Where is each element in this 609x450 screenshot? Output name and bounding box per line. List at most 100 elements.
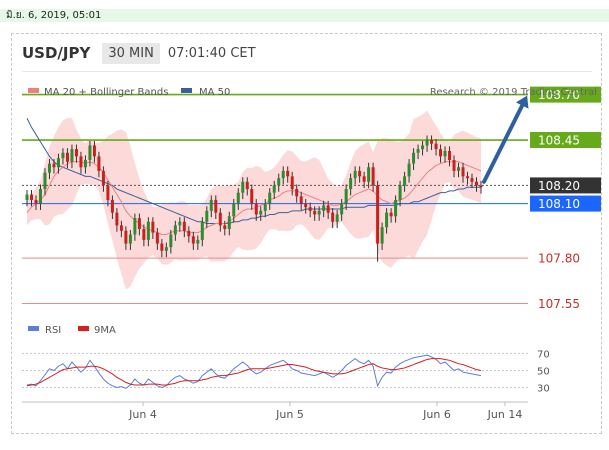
candle-body [466,176,470,179]
candle-body [434,143,438,150]
x-tick-label: Jun 4 [128,408,157,421]
candle-body [209,199,213,211]
candle-body [65,152,69,162]
candle-body [232,203,236,217]
candle-body [133,218,137,235]
candle-body [290,176,294,190]
header-divider [22,71,592,72]
candle-body [227,216,231,230]
candle-body [187,230,191,237]
x-tick-label: Jun 6 [422,408,451,421]
candle-body [371,167,375,186]
candle-body [385,212,389,228]
candle-body [331,212,335,222]
x-tick-label: Jun 5 [275,408,304,421]
candle-body [313,210,317,215]
candle-body [83,159,87,168]
level-label-108.45: 108.45 [538,134,580,148]
bollinger-band-layer [27,110,481,290]
candle-body [97,156,101,171]
candle-body [79,156,83,168]
candle-body [416,149,420,153]
candle-body [322,205,326,211]
candle-body [263,203,267,211]
interval-badge: 30 MIN [102,42,160,64]
level-label-box-108.45 [530,132,601,149]
level-label-box-108.70 [530,86,601,103]
rsi-tick-50: 50 [537,367,550,378]
candle-body [376,185,380,244]
chart-header: USD/JPY 30 MIN 07:01:40 CET [22,40,256,66]
candle-body [272,185,276,193]
level-label-box-108.10 [530,195,601,212]
candle-body [277,178,281,186]
candle-body [358,170,362,177]
candle-body [461,167,465,177]
candle-body [110,199,114,213]
candle-body [142,229,146,240]
rsi-line [26,354,482,389]
ma9-legend-swatch [78,326,89,331]
candle-body [218,212,222,226]
candle-body [421,145,425,150]
level-label-108.70: 108.70 [538,88,580,102]
candle-body [362,176,366,182]
candle-body [326,205,330,213]
candle-body [308,207,312,211]
candle-body [160,243,164,251]
candle-body [380,227,384,244]
candle-body [349,178,353,190]
candle-body [367,167,371,182]
level-label-107.80: 107.80 [538,252,580,266]
candle-body [34,199,38,204]
rsi-tick-70: 70 [537,350,550,361]
candle-body [38,189,42,204]
level-label-108.10: 108.10 [538,197,580,211]
candle-body [178,221,182,226]
candle-body [448,150,452,160]
level-lines-layer [22,93,528,304]
candles-layer [25,135,483,262]
ma20-legend-label: MA 20 + Bollinger Bands [44,87,168,98]
candle-body [155,232,159,244]
candle-body [430,140,434,144]
candle-body [443,150,447,157]
rsi-legend-swatch [28,326,39,331]
rsi-legend-label: RSI [45,325,61,336]
candle-body [295,189,299,197]
level-label-108.20: 108.20 [538,179,580,193]
timestamp-strip [0,9,609,22]
forecast-arrow-head [515,95,529,109]
candle-body [101,170,105,186]
candle-body [299,196,303,204]
candle-body [304,203,308,208]
ma9-legend-label: 9MA [94,325,116,336]
candle-body [223,225,227,230]
candle-body [137,218,141,230]
candle-body [92,145,96,157]
candle-body [425,140,429,146]
candle-body [452,159,456,171]
candle-body [115,212,119,226]
rsi-ma-line [26,358,482,387]
candle-body [250,189,254,204]
candle-body [398,185,402,200]
ma20-legend-swatch [28,88,39,93]
candle-body [196,239,200,244]
candle-body [182,221,186,231]
candle-body [128,234,132,244]
chart-frame [11,33,602,434]
candle-body [106,185,110,200]
candle-body [412,152,416,164]
x-tick-label: Jun 14 [487,408,523,421]
ma50-legend-label: MA 50 [199,87,230,98]
x-axis-labels: Jun 4 Jun 5 Jun 6 Jun 14 [128,402,522,421]
candle-body [389,212,393,217]
candle-body [200,221,204,240]
candle-body [340,203,344,215]
currency-pair: USD/JPY [22,44,91,62]
candle-body [43,172,47,190]
candle-body [241,181,245,193]
candle-body [281,170,285,179]
